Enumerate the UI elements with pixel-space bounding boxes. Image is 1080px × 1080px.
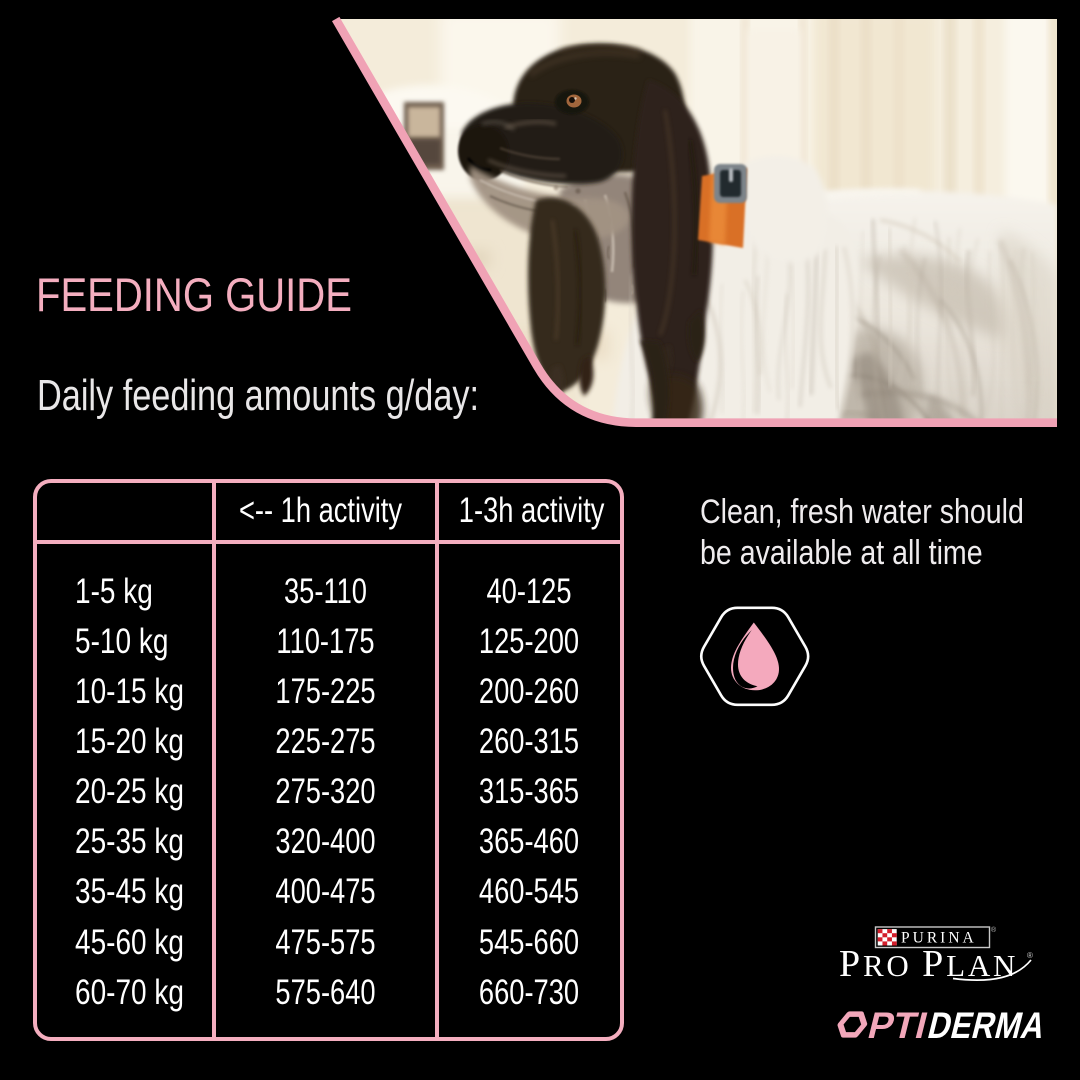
svg-text:®: ® [1027,951,1033,960]
svg-text:PRO PLAN: PRO PLAN [839,943,1018,985]
svg-text:DERMA: DERMA [924,1006,1050,1046]
svg-text:®: ® [991,926,997,934]
svg-text:PURINA: PURINA [901,930,977,947]
svg-text:PTI: PTI [864,1005,932,1046]
